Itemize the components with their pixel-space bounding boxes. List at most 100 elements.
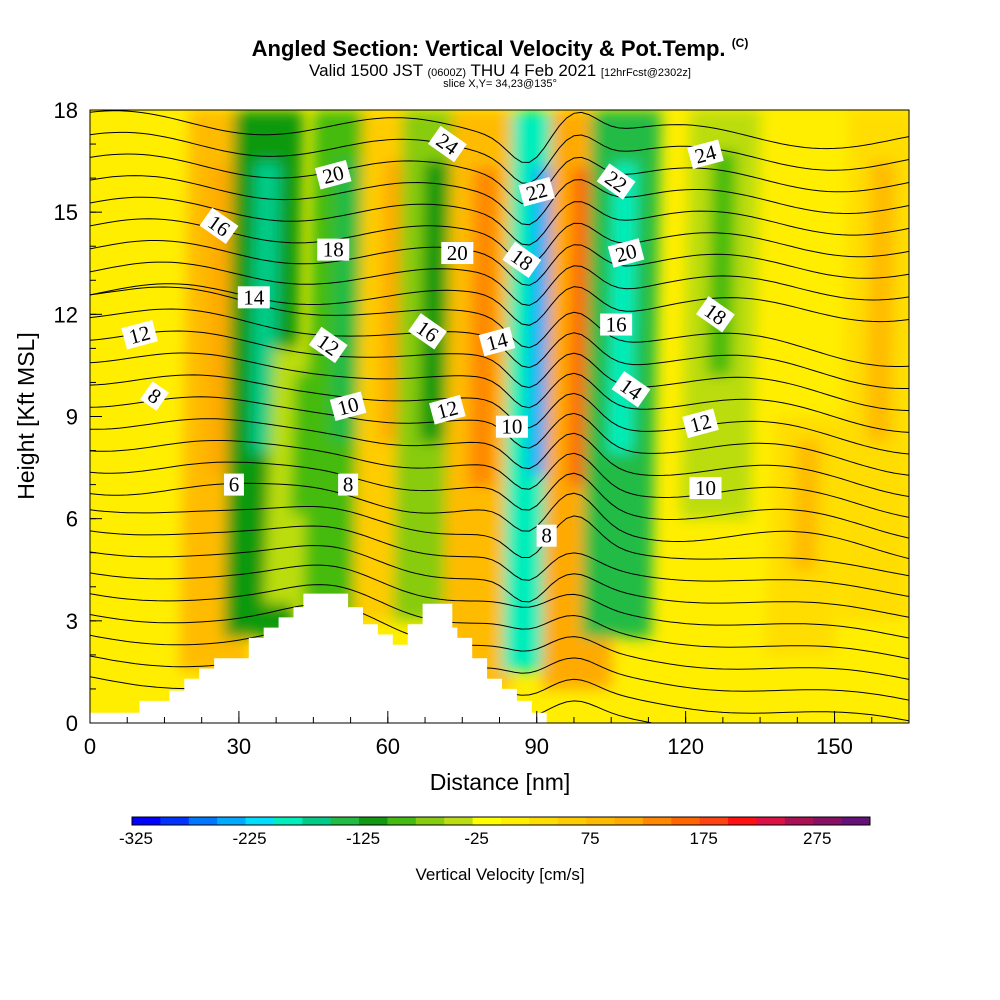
contour-label-box: [502, 241, 542, 279]
contour-label: 16: [600, 313, 633, 337]
contour-label-box: [429, 394, 466, 425]
theta-contour: [90, 418, 909, 497]
contour-label-text: 18: [323, 238, 344, 262]
contour-label-box: [495, 415, 528, 438]
theta-contour: [90, 131, 909, 184]
chart-subtitle: Valid 1500 JST (0600Z) THU 4 Feb 2021 [1…: [0, 61, 1000, 81]
colorbar-swatch: [699, 817, 729, 825]
x-tick-label: 150: [816, 734, 853, 759]
contour-label: 20: [441, 241, 474, 265]
colorbar-tick-label: 275: [803, 829, 831, 848]
y-tick-label: 9: [66, 405, 78, 430]
colorbar-swatch: [728, 817, 757, 825]
contour-label-box: [140, 381, 170, 411]
contour-label: 14: [478, 326, 516, 357]
contour-label: 10: [329, 391, 367, 422]
theta-contour: [90, 196, 909, 246]
terrain: [90, 593, 547, 723]
chart-title-text: Angled Section: Vertical Velocity & Pot.…: [251, 36, 726, 61]
contour-label-text: 16: [606, 313, 627, 337]
contour-label: 24: [687, 139, 724, 170]
theta-contour: [90, 240, 909, 286]
velocity-core: [205, 166, 236, 476]
contour-label-box: [223, 473, 244, 496]
velocity-core: [468, 167, 499, 487]
velocity-core: [329, 161, 360, 443]
x-tick-label: 0: [84, 734, 96, 759]
x-tick-label: 90: [524, 734, 548, 759]
theta-contour: [90, 330, 909, 412]
contour-label-box: [237, 286, 270, 309]
contour-label: 10: [495, 415, 528, 439]
contour-label: 8: [338, 473, 359, 497]
y-tick-label: 0: [66, 711, 78, 736]
colorbar-swatch: [472, 817, 502, 825]
theta-contour: [90, 440, 909, 518]
copyright-mark: (C): [731, 36, 749, 50]
theta-contour: [90, 461, 909, 539]
colorbar-swatch: [501, 817, 530, 825]
valid-utc: (0600Z): [427, 67, 467, 79]
contour-label: 14: [237, 285, 270, 309]
contour-label: 6: [223, 473, 244, 497]
contour-label-text: 20: [447, 241, 468, 265]
colorbar-swatch: [614, 817, 644, 825]
colorbar-swatch: [245, 817, 275, 825]
contour-labels: 6812141620181210816122024141018228222016…: [121, 125, 735, 548]
colorbar: [131, 816, 871, 826]
colorbar-tick-label: -25: [464, 829, 489, 848]
colorbar-tick-label: -125: [346, 829, 380, 848]
colorbar-swatch: [415, 817, 445, 825]
colorbar-swatch: [302, 817, 332, 825]
x-tick-label: 60: [376, 734, 400, 759]
theta-contour: [90, 110, 909, 163]
colorbar-swatch: [132, 817, 161, 825]
contour-label-box: [682, 408, 719, 439]
colorbar-swatch: [784, 817, 814, 825]
theta-contour: [90, 603, 909, 680]
chart-title: Angled Section: Vertical Velocity & Pot.…: [0, 36, 1000, 62]
theta-contour: [90, 506, 909, 577]
colorbar-swatch: [586, 817, 616, 825]
contour-label: 12: [429, 394, 466, 425]
contour-label-box: [518, 176, 556, 207]
x-axis-label: Distance [nm]: [430, 769, 571, 795]
y-axis: 0 3 6 9 12 15 18: [54, 98, 102, 736]
y-tick-label: 15: [54, 200, 78, 225]
colorbar-swatch: [557, 817, 587, 825]
contour-label-box: [687, 139, 724, 170]
theta-contour: [90, 153, 909, 205]
theta-contour: [90, 623, 909, 701]
contour-label-box: [696, 296, 735, 333]
contour-label-text: 10: [695, 476, 716, 500]
contour-label: 12: [682, 408, 719, 439]
y-tick-label: 3: [66, 609, 78, 634]
colorbar-swatch: [813, 817, 843, 825]
contour-label-box: [427, 125, 467, 163]
contour-label-box: [600, 313, 633, 336]
theta-contour: [90, 286, 909, 367]
contour-label-box: [308, 326, 348, 364]
contour-label: 10: [689, 476, 722, 500]
colorbar-label: Vertical Velocity [cm/s]: [415, 865, 584, 884]
colorbar-tick-label: -325: [119, 829, 153, 848]
colorbar-swatch: [671, 817, 701, 825]
colorbar-swatch: [642, 817, 672, 825]
contour-label-box: [596, 163, 636, 200]
theta-contour: [90, 584, 909, 660]
contour-label: 8: [140, 381, 170, 411]
contour-label-box: [441, 242, 474, 265]
contour-label-box: [607, 238, 645, 268]
theta-contour: [90, 261, 909, 306]
velocity-core: [707, 150, 737, 376]
contour-label: 12: [121, 320, 158, 350]
colorbar-tick-label: 175: [690, 829, 718, 848]
velocity-core: [791, 440, 822, 572]
contour-label-text: 8: [541, 524, 552, 548]
colorbar-swatch: [359, 817, 388, 825]
contour-label-box: [478, 326, 516, 357]
theta-contour: [90, 525, 909, 597]
theta-contour: [90, 175, 909, 226]
contour-label-box: [317, 238, 350, 261]
